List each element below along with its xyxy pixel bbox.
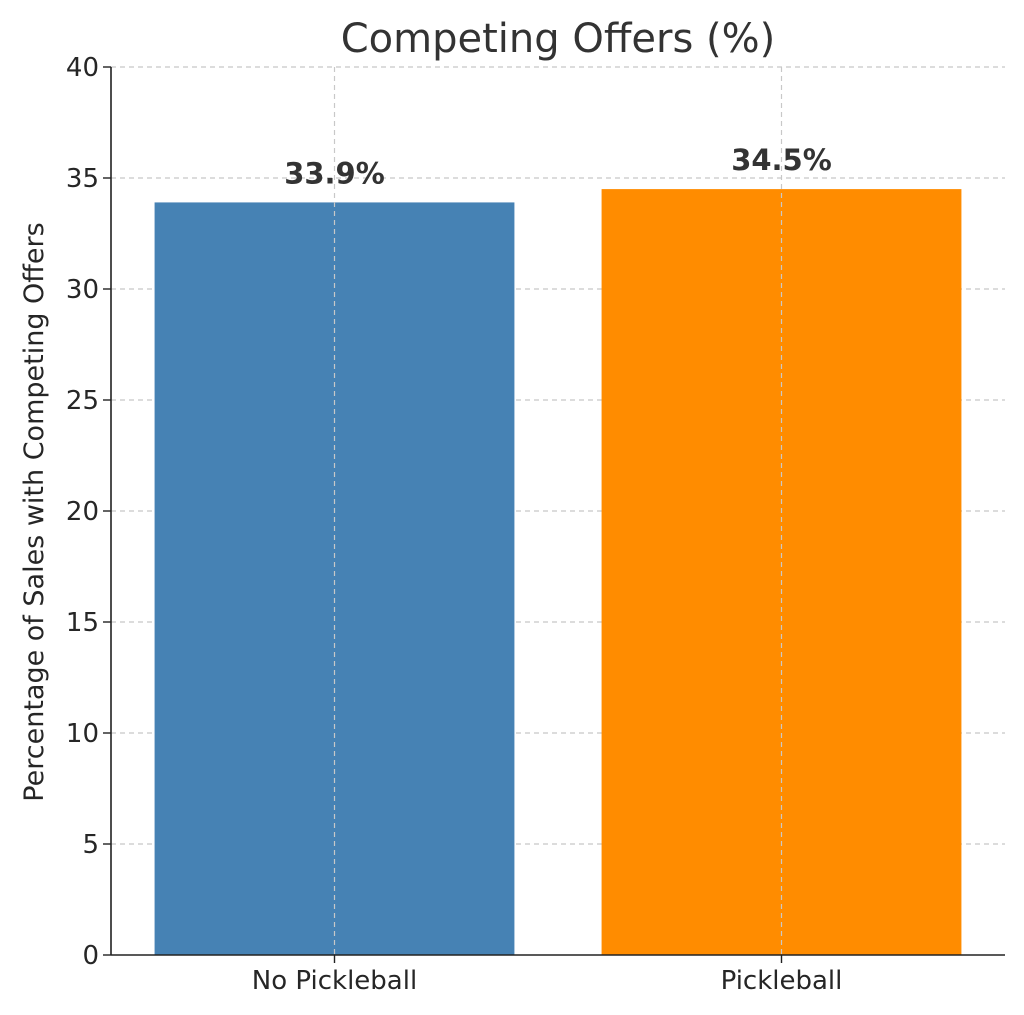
labels-layer: 0 5 10 15 20 25 30 35 40 33.9% 34.5% No Pickleball P… xyxy=(66,53,842,996)
x-tick-label: Pickleball xyxy=(721,966,843,996)
bars-layer xyxy=(154,189,962,956)
bar-value-label: 33.9% xyxy=(284,156,385,190)
y-tick-label: 5 xyxy=(82,830,99,860)
bar-no-pickleball xyxy=(154,202,515,956)
bar-value-label: 34.5% xyxy=(731,143,832,177)
axes-layer xyxy=(103,66,1005,963)
y-tick-label: 25 xyxy=(66,386,99,416)
y-tick-label: 15 xyxy=(66,608,99,638)
y-tick-label: 30 xyxy=(66,275,99,305)
x-tick-label: No Pickleball xyxy=(252,966,417,996)
y-axis-label: Percentage of Sales with Competing Offer… xyxy=(19,222,50,801)
y-tick-label: 10 xyxy=(66,719,99,749)
y-tick-label: 35 xyxy=(66,164,99,194)
y-tick-label: 0 xyxy=(82,941,99,971)
y-tick-label: 40 xyxy=(66,53,99,83)
chart-title: Competing Offers (%) xyxy=(341,16,776,62)
y-tick-label: 20 xyxy=(66,497,99,527)
vertical-grid-layer xyxy=(333,67,783,955)
